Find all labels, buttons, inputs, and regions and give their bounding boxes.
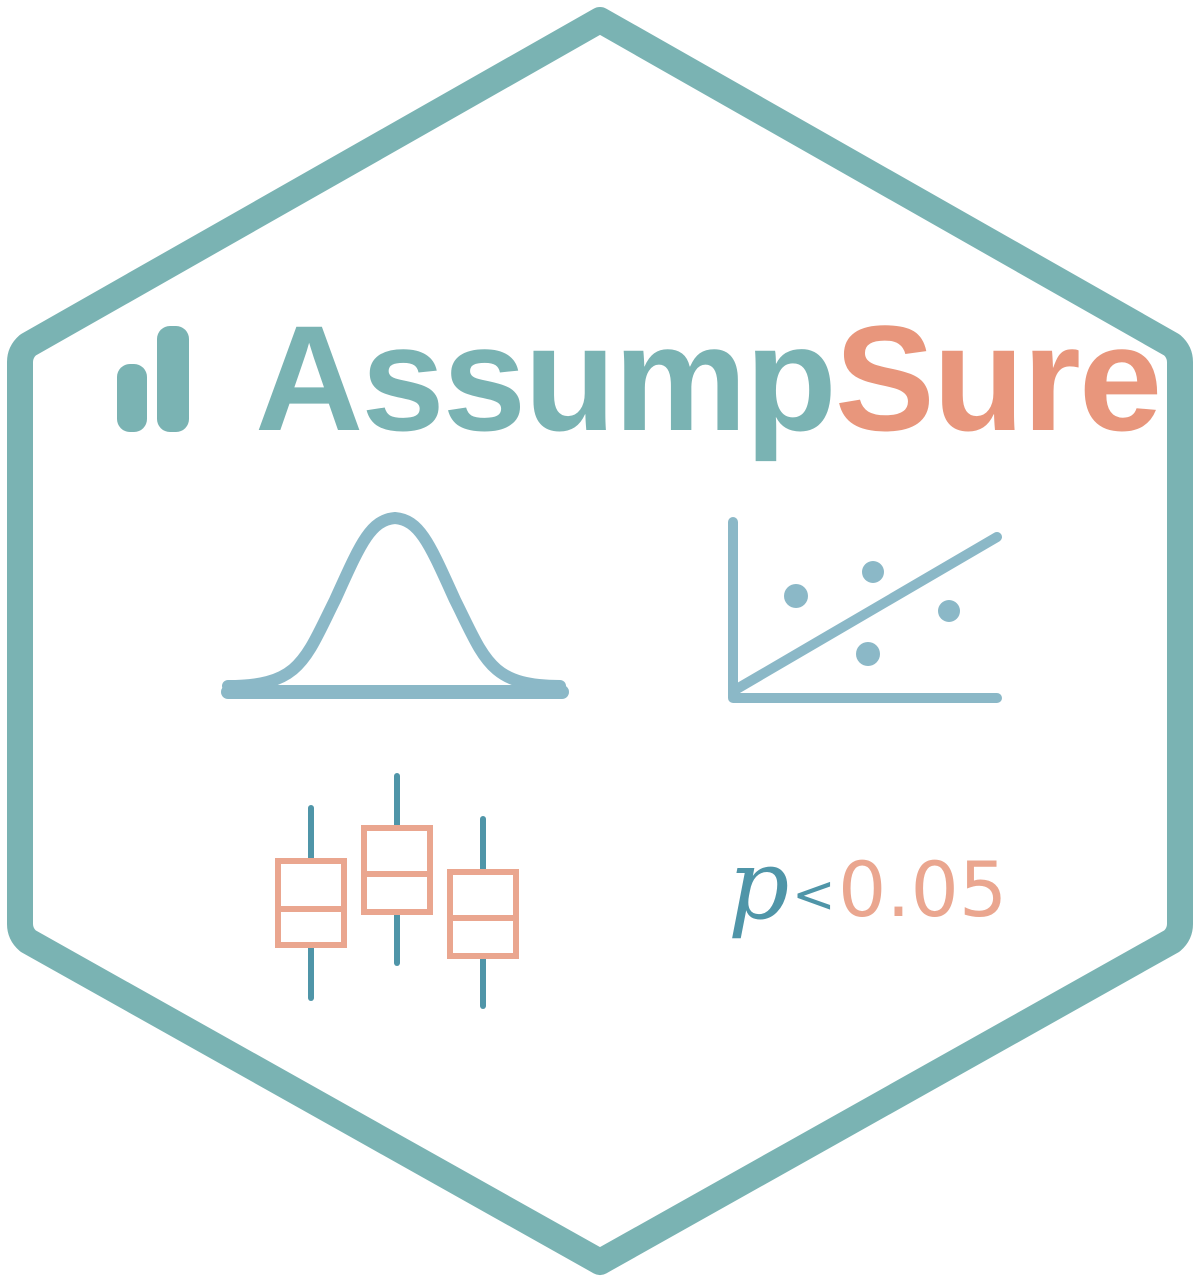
normal-distribution-curve-icon <box>221 511 569 699</box>
hexagon-border <box>7 7 1193 1275</box>
scatter-plot-regression-icon <box>728 517 1002 703</box>
bar-chart-icon <box>117 326 189 432</box>
pvalue-label: p < 0.05 <box>728 829 1007 941</box>
boxplot-icon <box>275 773 519 1009</box>
brand-name-part1: Assump <box>255 294 835 462</box>
pvalue-threshold: 0.05 <box>838 845 1007 934</box>
pvalue-symbol: p <box>728 829 789 941</box>
pvalue-operator: < <box>792 865 836 925</box>
brand-wordmark: AssumpSure <box>255 294 1160 462</box>
brand-name-part2: Sure <box>835 294 1160 462</box>
